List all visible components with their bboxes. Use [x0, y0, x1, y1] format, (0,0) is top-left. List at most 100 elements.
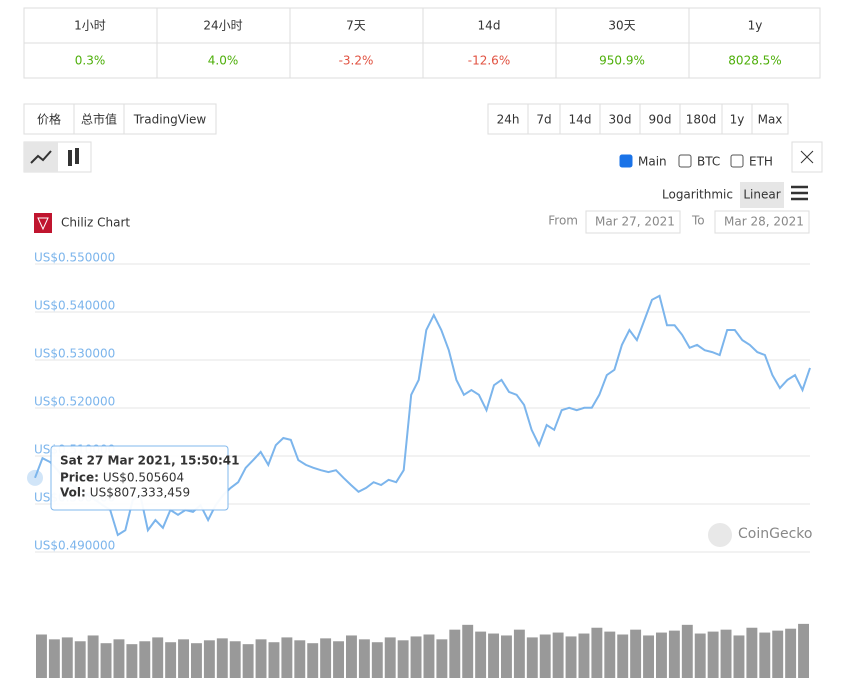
volume-bar: [152, 637, 164, 678]
tooltip-value: US$0.505604: [103, 471, 184, 485]
volume-bar: [178, 639, 189, 678]
volume-bar: [604, 631, 616, 678]
checkbox[interactable]: [678, 154, 692, 168]
tab[interactable]: [73, 103, 125, 135]
volume-bar: [294, 640, 306, 678]
fullscreen-icon: [800, 150, 814, 164]
line-style[interactable]: [24, 142, 58, 172]
volume-bar: [462, 624, 474, 678]
range-button[interactable]: [599, 103, 641, 135]
candle-icon: [68, 148, 79, 166]
checkbox-label[interactable]: BTC: [697, 155, 720, 169]
volume-bar: [617, 634, 629, 678]
volume-bar: [668, 630, 680, 678]
volume-bar: [475, 631, 487, 678]
volume-bar: [539, 634, 551, 678]
volume-bar: [643, 635, 654, 678]
volume-bar: [333, 641, 344, 678]
tooltip-label: Vol:: [60, 486, 86, 500]
hover-point: [27, 469, 43, 486]
scale-option[interactable]: Linear: [743, 188, 780, 202]
range-button[interactable]: [721, 103, 753, 135]
tab-label[interactable]: TradingView: [133, 113, 207, 127]
volume-bar: [694, 633, 706, 678]
volume-bar: [346, 635, 357, 678]
volume-bar: [423, 634, 435, 678]
range-label[interactable]: 1y: [730, 113, 745, 127]
volume-bar: [772, 630, 784, 678]
tab[interactable]: [123, 103, 217, 135]
range-label[interactable]: 14d: [569, 113, 592, 127]
volume-bar: [268, 642, 280, 678]
volume-bar: [526, 637, 538, 678]
from-input[interactable]: [585, 210, 681, 234]
volume-bar: [191, 643, 202, 678]
to-date[interactable]: Mar 28, 2021: [724, 215, 804, 229]
checkbox-label[interactable]: Main: [638, 155, 667, 169]
tab-label[interactable]: 价格: [37, 112, 61, 127]
tooltip-label: Price:: [60, 471, 99, 485]
range-button[interactable]: [487, 103, 529, 135]
volume-bar: [371, 642, 383, 678]
volume-bar: [785, 628, 797, 678]
to-input[interactable]: [714, 210, 810, 234]
table-value: 8028.5%: [728, 54, 781, 68]
volume-bar: [320, 638, 332, 678]
y-tick-label: US$0.530000: [34, 347, 115, 361]
scale-option[interactable]: Logarithmic: [662, 188, 733, 202]
table-value: 950.9%: [599, 54, 645, 68]
volume-bar: [488, 633, 499, 678]
y-tick-label: US$0.550000: [34, 251, 115, 265]
range-label[interactable]: 30d: [609, 113, 632, 127]
volume-bar: [384, 637, 396, 678]
tab-label[interactable]: 总市值: [81, 112, 117, 127]
y-tick-label: US$0.540000: [34, 299, 115, 313]
checkbox[interactable]: [619, 154, 633, 168]
volume-bar: [630, 629, 642, 678]
volume-bar: [397, 640, 409, 678]
range-label[interactable]: Max: [758, 113, 783, 127]
range-button[interactable]: [639, 103, 681, 135]
from-date[interactable]: Mar 27, 2021: [595, 215, 675, 229]
volume-bar: [139, 641, 151, 678]
volume-bar: [707, 631, 719, 678]
volume-bar: [61, 637, 73, 678]
tooltip-value: US$807,333,459: [90, 486, 190, 500]
volume-bar: [565, 636, 577, 678]
checkbox-label[interactable]: ETH: [749, 155, 773, 169]
volume-bar: [242, 644, 254, 678]
from-label: From: [548, 214, 578, 228]
table-header: 1小时: [74, 19, 106, 33]
volume-bar: [759, 632, 771, 678]
volume-bar: [203, 640, 215, 678]
volume-bar: [229, 641, 241, 678]
range-button[interactable]: [679, 103, 723, 135]
volume-bar: [216, 638, 228, 678]
range-button[interactable]: [751, 103, 789, 135]
range-label[interactable]: 24h: [497, 113, 520, 127]
table-header: 30天: [608, 19, 635, 33]
volume-bar: [36, 634, 47, 678]
volume-bar: [591, 627, 603, 678]
menu-icon[interactable]: [791, 185, 808, 201]
volume-bar: [255, 639, 267, 678]
range-button[interactable]: [559, 103, 601, 135]
range-label[interactable]: 7d: [536, 113, 551, 127]
scale-active[interactable]: [740, 182, 784, 208]
volume-bar: [436, 639, 448, 678]
line-icon: [30, 150, 52, 164]
volume-bar: [501, 635, 512, 678]
watermark-logo: [708, 523, 732, 547]
volume-bar: [578, 633, 590, 678]
range-label[interactable]: 180d: [686, 113, 717, 127]
watermark: CoinGecko: [738, 526, 812, 542]
volume-bar: [87, 635, 99, 678]
table-header: 24小时: [203, 19, 242, 33]
range-label[interactable]: 90d: [649, 113, 672, 127]
table-header: 14d: [478, 19, 501, 33]
volume-bar: [48, 639, 60, 678]
volume-bar: [74, 641, 86, 678]
tab[interactable]: [23, 103, 75, 135]
checkbox[interactable]: [730, 154, 744, 168]
